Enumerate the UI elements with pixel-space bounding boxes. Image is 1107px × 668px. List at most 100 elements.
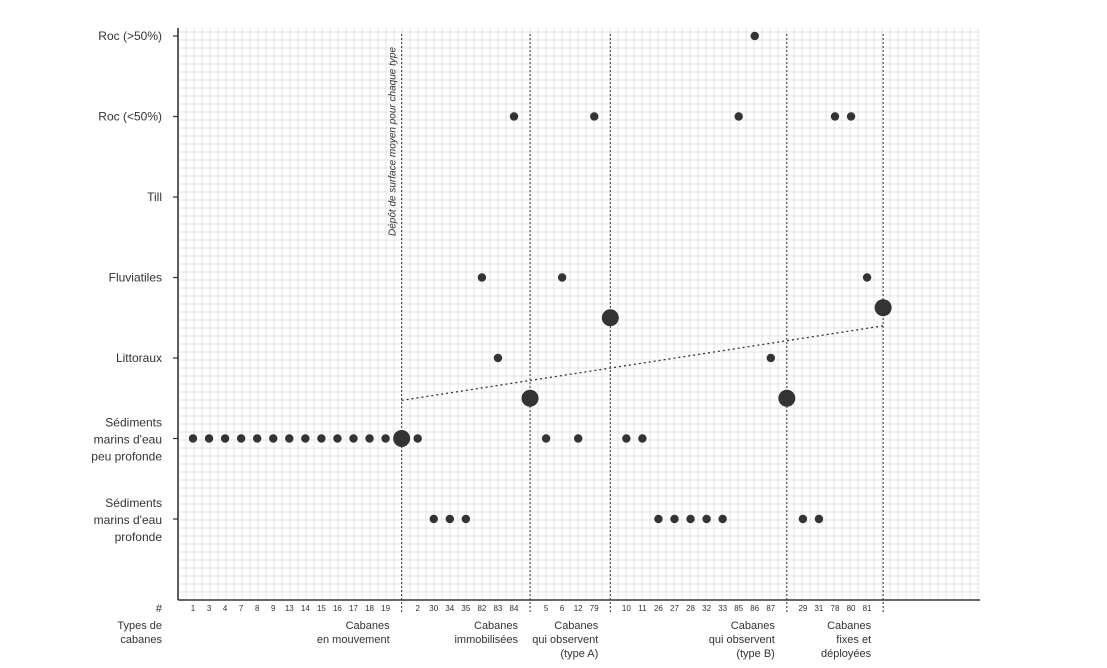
x-tick-label: 78 (831, 604, 840, 613)
grid (178, 28, 980, 600)
x-tick-label: 80 (847, 604, 856, 613)
group-label-line: (type A) (560, 648, 598, 660)
group-label-line: en mouvement (317, 634, 390, 646)
data-point (798, 514, 808, 524)
group-label: Cabanes fixes et déployées (821, 620, 872, 660)
x-tick-label: 29 (798, 604, 807, 613)
data-point (830, 112, 840, 121)
data-point (188, 434, 198, 443)
group-label-line: (type B) (736, 648, 775, 660)
group-mean-marker (393, 430, 411, 447)
x-tick-label: 11 (638, 604, 647, 613)
x-tick-label: 14 (301, 604, 310, 613)
x-tick-label: 9 (271, 604, 276, 613)
x-tick-label: 1 (191, 604, 196, 613)
x-tick-label: 18 (365, 604, 374, 613)
y-axis-label-line: marins d'eau (94, 513, 162, 527)
y-axis-label-line: Sédiments (105, 496, 162, 510)
x-tick-label: 84 (510, 604, 519, 613)
data-point (269, 434, 278, 443)
data-point (574, 434, 583, 443)
x-axis-title-line: Types de (117, 620, 162, 632)
x-tick-label: 81 (863, 604, 872, 613)
data-point (686, 514, 695, 524)
x-tick-label: 83 (493, 604, 502, 613)
data-point (429, 514, 438, 524)
x-tick-label: 28 (686, 604, 695, 613)
data-point (670, 514, 679, 524)
data-point (846, 112, 856, 121)
trendline-path (401, 325, 884, 401)
mean-annotation: Dépôt de surface moyen pour chaque type (388, 47, 399, 236)
x-tick-label: 4 (223, 604, 228, 613)
y-axis-label-line: peu profonde (91, 450, 162, 464)
group-mean-marker (778, 389, 796, 407)
group-label-line: immobilisées (454, 634, 518, 646)
y-axis-label: Sédiments marins d'eau peu profonde (91, 416, 162, 464)
x-axis-header: # (156, 603, 163, 615)
data-point (862, 273, 872, 282)
y-axis-label-line: Roc (<50%) (98, 110, 162, 124)
data-point (622, 434, 631, 443)
data-point (253, 434, 262, 443)
x-tick-label: 86 (750, 604, 759, 613)
group-label-line: Cabanes (554, 620, 599, 632)
y-axis-label: Sédiments marins d'eau profonde (94, 496, 163, 544)
y-axis-label-line: Roc (>50%) (98, 29, 162, 43)
x-tick-label: 6 (560, 604, 565, 613)
y-axis-label-line: marins d'eau (94, 433, 162, 447)
x-tick-label: 19 (381, 604, 390, 613)
data-point (702, 514, 711, 524)
data-point (301, 434, 310, 443)
y-axis-labels: Roc (>50%) Roc (<50%) Till Fluviatiles Litto… (91, 29, 178, 544)
group-label-line: qui observent (532, 634, 598, 646)
group-label-line: Cabanes (827, 620, 872, 632)
data-point (734, 112, 743, 121)
x-tick-label: 26 (654, 604, 663, 613)
data-point (204, 434, 214, 443)
data-point (349, 434, 358, 443)
x-tick-label: 31 (814, 604, 823, 613)
group-label-line: déployées (821, 648, 872, 660)
group-mean-marker (874, 299, 892, 317)
x-axis-title-line: cabanes (120, 634, 162, 646)
x-tick-label: 30 (429, 604, 438, 613)
data-point (445, 514, 454, 524)
data-point (750, 31, 759, 41)
x-axis-title: Types de cabanes (117, 620, 162, 646)
x-tick-label: 17 (349, 604, 358, 613)
x-tick-label: 16 (333, 604, 342, 613)
group-mean-marker (521, 389, 539, 407)
y-axis-label: Roc (>50%) (98, 29, 162, 43)
data-point (413, 434, 422, 443)
x-tick-label: 79 (590, 604, 599, 613)
data-point (333, 434, 342, 443)
group-label: Cabanes qui observent (type B) (709, 620, 776, 660)
group-mean-marker (601, 309, 619, 327)
x-tick-label: 85 (734, 604, 743, 613)
x-tick-label: 87 (766, 604, 775, 613)
data-point (461, 514, 471, 524)
x-tick-label: 2 (415, 604, 420, 613)
data-point (557, 273, 567, 282)
x-tick-label: 15 (317, 604, 326, 613)
group-label-line: Cabanes (346, 620, 391, 632)
y-axis-label: Till (147, 190, 162, 204)
y-axis-label: Littoraux (116, 351, 162, 365)
data-point (590, 112, 599, 121)
data-point (493, 353, 503, 363)
data-point (638, 434, 647, 443)
trendline (401, 325, 884, 401)
x-tick-label: 32 (702, 604, 711, 613)
y-axis-label-line: Littoraux (116, 351, 162, 365)
group-label-line: Cabanes (474, 620, 519, 632)
data-point (654, 514, 663, 524)
data-point (814, 514, 824, 524)
data-point (220, 434, 230, 443)
axes (177, 28, 980, 601)
x-tick-label: 3 (207, 604, 212, 613)
x-tick-label: 8 (255, 604, 260, 613)
data-point (236, 434, 246, 443)
